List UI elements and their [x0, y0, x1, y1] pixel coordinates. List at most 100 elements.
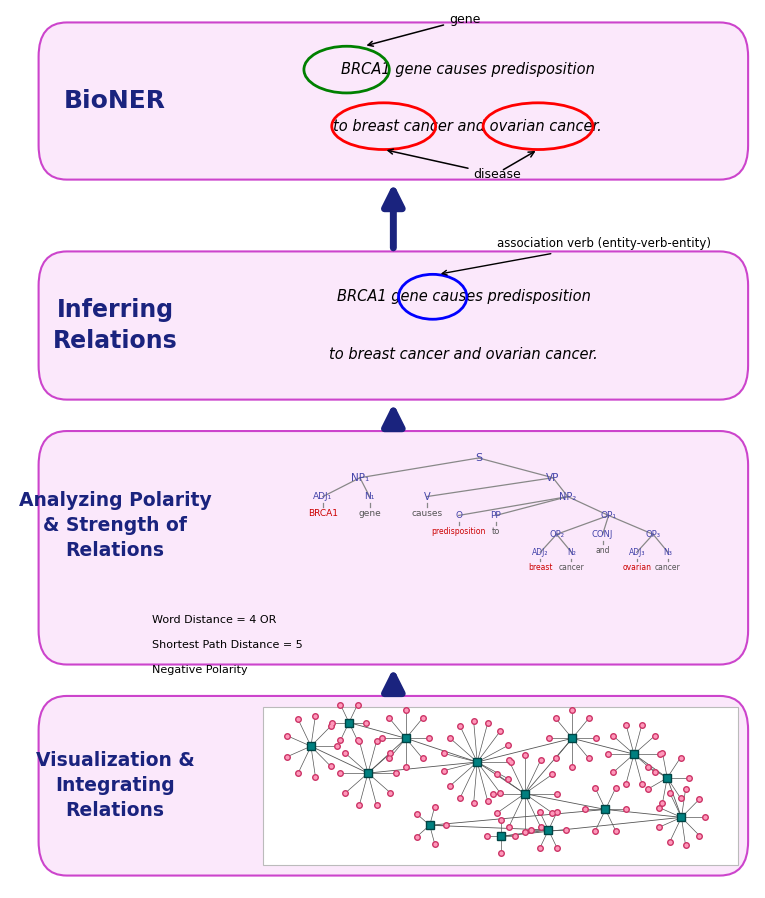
- FancyBboxPatch shape: [52, 436, 734, 660]
- Text: causes: causes: [411, 509, 442, 518]
- FancyBboxPatch shape: [242, 747, 545, 824]
- FancyBboxPatch shape: [337, 312, 450, 339]
- FancyBboxPatch shape: [52, 25, 734, 177]
- FancyBboxPatch shape: [323, 85, 464, 117]
- Text: N₁: N₁: [364, 492, 375, 501]
- Text: Word Distance = 4 OR: Word Distance = 4 OR: [152, 614, 276, 625]
- FancyBboxPatch shape: [242, 294, 545, 357]
- FancyBboxPatch shape: [93, 449, 694, 647]
- Text: S: S: [475, 453, 482, 463]
- FancyBboxPatch shape: [228, 493, 558, 603]
- Text: Visualization &
Integrating
Relations: Visualization & Integrating Relations: [36, 752, 194, 820]
- FancyBboxPatch shape: [201, 286, 585, 365]
- Text: ovarian: ovarian: [622, 563, 651, 572]
- FancyBboxPatch shape: [310, 520, 477, 576]
- Text: BRCA1 gene causes predisposition: BRCA1 gene causes predisposition: [340, 62, 594, 77]
- FancyBboxPatch shape: [38, 431, 748, 665]
- FancyBboxPatch shape: [337, 529, 450, 567]
- FancyBboxPatch shape: [66, 440, 721, 656]
- FancyBboxPatch shape: [228, 291, 558, 360]
- Text: disease: disease: [388, 149, 521, 181]
- Text: BRCA1 gene causes predisposition: BRCA1 gene causes predisposition: [337, 289, 591, 304]
- Text: V: V: [424, 491, 430, 502]
- FancyBboxPatch shape: [215, 288, 572, 363]
- FancyBboxPatch shape: [256, 502, 532, 594]
- FancyBboxPatch shape: [93, 34, 694, 168]
- FancyBboxPatch shape: [106, 266, 680, 385]
- FancyBboxPatch shape: [296, 762, 490, 810]
- FancyBboxPatch shape: [201, 485, 585, 611]
- Text: OP₂: OP₂: [549, 530, 564, 539]
- FancyBboxPatch shape: [120, 458, 667, 638]
- FancyBboxPatch shape: [80, 445, 708, 651]
- Text: predisposition: predisposition: [431, 527, 486, 536]
- Text: N₃: N₃: [663, 548, 672, 557]
- FancyBboxPatch shape: [174, 280, 613, 372]
- FancyBboxPatch shape: [161, 277, 627, 374]
- Text: Shortest Path Distance = 5: Shortest Path Distance = 5: [152, 639, 303, 650]
- Text: to breast cancer and ovarian cancer.: to breast cancer and ovarian cancer.: [334, 119, 602, 134]
- FancyBboxPatch shape: [269, 506, 518, 589]
- FancyBboxPatch shape: [174, 52, 613, 150]
- FancyBboxPatch shape: [296, 305, 490, 346]
- FancyBboxPatch shape: [93, 263, 694, 388]
- FancyBboxPatch shape: [133, 462, 653, 633]
- Text: PP: PP: [490, 511, 501, 520]
- Text: VP: VP: [546, 472, 560, 483]
- FancyBboxPatch shape: [66, 257, 721, 394]
- Text: BRCA1: BRCA1: [308, 509, 338, 518]
- FancyBboxPatch shape: [282, 76, 504, 126]
- FancyBboxPatch shape: [242, 497, 545, 598]
- FancyBboxPatch shape: [337, 88, 450, 114]
- Bar: [263, 707, 738, 865]
- FancyBboxPatch shape: [256, 70, 532, 132]
- Text: gene: gene: [358, 509, 381, 518]
- FancyBboxPatch shape: [323, 524, 464, 571]
- Text: ADJ₁: ADJ₁: [313, 492, 333, 501]
- FancyBboxPatch shape: [147, 467, 640, 629]
- FancyBboxPatch shape: [187, 56, 599, 146]
- Text: N₂: N₂: [567, 548, 576, 557]
- Text: and: and: [595, 546, 610, 555]
- FancyBboxPatch shape: [256, 296, 532, 355]
- FancyBboxPatch shape: [296, 515, 490, 580]
- FancyBboxPatch shape: [310, 308, 477, 343]
- FancyBboxPatch shape: [120, 40, 667, 162]
- FancyBboxPatch shape: [201, 737, 585, 834]
- FancyBboxPatch shape: [106, 38, 680, 164]
- FancyBboxPatch shape: [80, 706, 708, 866]
- Text: cancer: cancer: [655, 563, 681, 572]
- Text: NP₂: NP₂: [559, 491, 576, 502]
- FancyBboxPatch shape: [38, 251, 748, 400]
- FancyBboxPatch shape: [161, 471, 627, 624]
- FancyBboxPatch shape: [106, 713, 680, 858]
- FancyBboxPatch shape: [323, 768, 464, 804]
- FancyBboxPatch shape: [256, 751, 532, 821]
- FancyBboxPatch shape: [80, 31, 708, 171]
- FancyBboxPatch shape: [187, 283, 599, 368]
- Text: cancer: cancer: [558, 563, 584, 572]
- FancyBboxPatch shape: [215, 489, 572, 606]
- Text: Inferring
Relations: Inferring Relations: [53, 298, 177, 353]
- FancyBboxPatch shape: [228, 65, 558, 137]
- FancyBboxPatch shape: [282, 303, 504, 348]
- FancyBboxPatch shape: [120, 269, 667, 383]
- FancyBboxPatch shape: [106, 453, 680, 642]
- FancyBboxPatch shape: [133, 271, 653, 380]
- FancyBboxPatch shape: [201, 58, 585, 144]
- Text: ADJ₂: ADJ₂: [532, 548, 549, 557]
- FancyBboxPatch shape: [133, 720, 653, 851]
- FancyBboxPatch shape: [174, 730, 613, 841]
- Text: association verb (entity-verb-entity): association verb (entity-verb-entity): [442, 237, 711, 275]
- FancyBboxPatch shape: [52, 254, 734, 397]
- FancyBboxPatch shape: [187, 734, 599, 838]
- FancyBboxPatch shape: [52, 700, 734, 872]
- FancyBboxPatch shape: [174, 476, 613, 620]
- FancyBboxPatch shape: [215, 741, 572, 831]
- FancyBboxPatch shape: [242, 67, 545, 135]
- Text: to: to: [492, 527, 500, 536]
- Text: gene: gene: [368, 13, 480, 46]
- Text: to breast cancer and ovarian cancer.: to breast cancer and ovarian cancer.: [330, 347, 598, 362]
- FancyBboxPatch shape: [120, 717, 667, 855]
- Text: NP₁: NP₁: [351, 472, 369, 483]
